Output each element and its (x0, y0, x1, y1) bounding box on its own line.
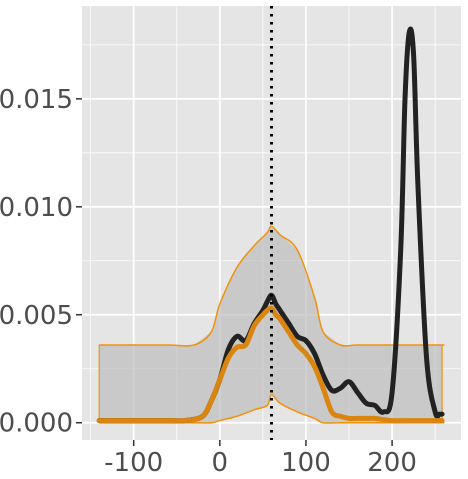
y-tick-label: 0.000 (0, 409, 73, 439)
x-tick-label: 100 (281, 448, 331, 478)
x-tick-label: 200 (367, 448, 417, 478)
series-line-black (96, 26, 445, 424)
band-fill (99, 226, 443, 423)
interval-band (98, 225, 445, 424)
density-lines (96, 26, 445, 424)
band-lower-edge (99, 393, 445, 424)
x-tick-label: 0 (212, 448, 229, 478)
y-tick-label: 0.010 (0, 193, 73, 223)
y-tick-label: 0.015 (0, 85, 73, 115)
band-upper-edge (99, 225, 445, 347)
series-line-orange (96, 305, 445, 424)
x-axis: -100 0 100 200 (104, 440, 417, 478)
y-axis: 0.000 0.005 0.010 0.015 (0, 85, 82, 439)
x-tick-label: -100 (104, 448, 163, 478)
y-tick-label: 0.005 (0, 301, 73, 331)
